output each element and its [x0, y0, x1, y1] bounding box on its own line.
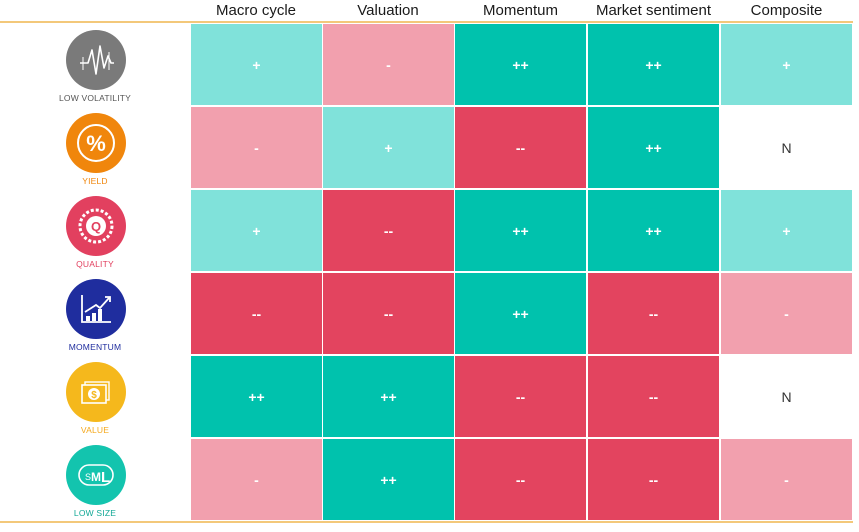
factor-row-value: $ VALUE [0, 355, 190, 438]
factor-row-low-volatility: LOW VOLATILITY [0, 23, 190, 106]
heatmap-cell: - [721, 439, 852, 520]
factor-row-low-size: S M L LOW SIZE [0, 438, 190, 521]
factor-name-low-volatility: LOW VOLATILITY [58, 93, 132, 103]
heatmap-cell: -- [191, 273, 322, 354]
column-header-composite: Composite [750, 2, 823, 19]
factor-name-yield: YIELD [82, 176, 108, 186]
svg-text:%: % [86, 131, 106, 156]
heatmap-cell: + [721, 24, 852, 105]
factor-name-value: VALUE [80, 425, 110, 435]
factor-name-low-size: LOW SIZE [73, 508, 117, 518]
low-volatility-icon [66, 30, 126, 90]
heatmap-cell: ++ [588, 24, 719, 105]
svg-text:L: L [101, 469, 110, 486]
column-header-valuation: Valuation [357, 2, 419, 19]
svg-text:$: $ [91, 390, 97, 401]
heatmap-cell: ++ [588, 190, 719, 271]
heatmap-cell: + [191, 24, 322, 105]
percent-icon: % [66, 113, 126, 173]
heatmap-cell: ++ [191, 356, 322, 437]
svg-text:M: M [91, 470, 101, 484]
heatmap-cell: -- [455, 107, 586, 188]
heatmap-cell: -- [588, 439, 719, 520]
heatmap-cell: N [721, 107, 852, 188]
heatmap-cell: + [323, 107, 454, 188]
column-header-market-sentiment: Market sentiment [595, 2, 712, 19]
heatmap-cell: + [191, 190, 322, 271]
column-header-row: Macro cycle Valuation Momentum Market se… [0, 0, 859, 22]
column-header-macro-cycle: Macro cycle [215, 2, 297, 19]
factor-row-yield: % YIELD [0, 106, 190, 189]
heatmap-cell: -- [323, 273, 454, 354]
heatmap-cell: ++ [323, 356, 454, 437]
factor-name-momentum: MOMENTUM [68, 342, 122, 352]
svg-text:S: S [85, 472, 91, 482]
column-header-momentum: Momentum [482, 2, 559, 19]
heatmap-cell: ++ [588, 107, 719, 188]
heatmap-cell: -- [455, 439, 586, 520]
heatmap-cell: ++ [455, 273, 586, 354]
svg-text:Q: Q [91, 219, 101, 234]
heatmap-cell: + [721, 190, 852, 271]
momentum-chart-icon [66, 279, 126, 339]
heatmap-cell: -- [588, 356, 719, 437]
heatmap-cell: - [191, 439, 322, 520]
footer-rule [0, 521, 853, 523]
heatmap-cell: - [323, 24, 454, 105]
heatmap-cell: ++ [455, 190, 586, 271]
heatmap-cell: ++ [455, 24, 586, 105]
factor-row-quality: Q QUALITY [0, 189, 190, 272]
factor-name-quality: QUALITY [76, 259, 114, 269]
factor-row-momentum: MOMENTUM [0, 272, 190, 355]
heatmap-cell: N [721, 356, 852, 437]
quality-badge-icon: Q [66, 196, 126, 256]
heatmap-cell: -- [588, 273, 719, 354]
heatmap-cell: -- [323, 190, 454, 271]
heatmap-cell: - [721, 273, 852, 354]
sml-size-icon: S M L [66, 445, 126, 505]
dollar-bill-icon: $ [66, 362, 126, 422]
header-rule [0, 21, 853, 23]
heatmap-cell: - [191, 107, 322, 188]
heatmap-cell: -- [455, 356, 586, 437]
heatmap-cell: ++ [323, 439, 454, 520]
